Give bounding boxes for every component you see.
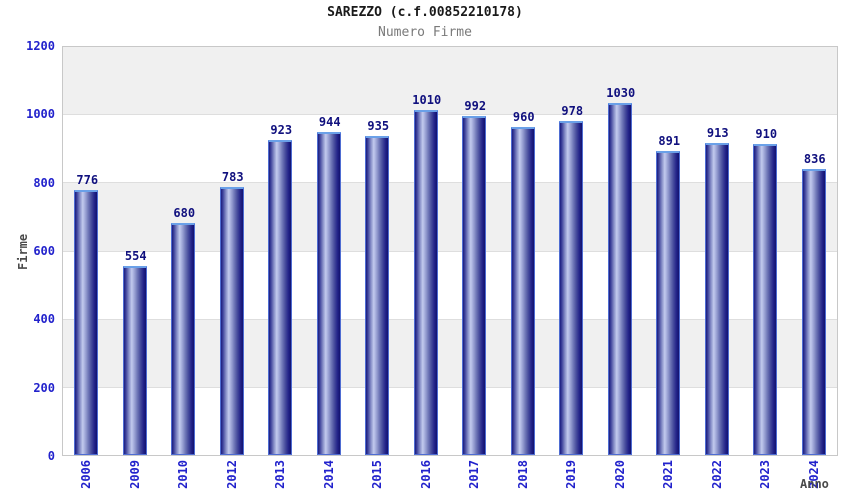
bar-slot: 913 [694,47,743,455]
bar-slot: 1010 [403,47,452,455]
bar-2023 [753,144,778,455]
bar-slot: 910 [742,47,791,455]
bar-value-label: 913 [706,126,729,141]
y-tick-label: 1000 [26,107,55,122]
bar-2010 [171,222,196,455]
bar-value-label: 836 [803,152,826,167]
x-axis-title: Anno [800,477,829,491]
x-tick-label-text: 2019 [564,460,579,489]
y-tick-label: 200 [33,380,55,395]
x-tick-label: 2016 [402,460,451,500]
x-tick-label-text: 2015 [370,460,385,489]
x-tick-label-text: 2014 [321,460,336,489]
bar-2021 [656,150,681,455]
bar-value-label: 680 [173,205,196,220]
y-tick-label: 400 [33,312,55,327]
bar-slot: 935 [354,47,403,455]
bar-2006 [74,189,99,455]
x-tick-label-text: 2021 [661,460,676,489]
bar-2013 [268,139,293,455]
bar-value-label: 923 [270,122,293,137]
bar-2012 [219,187,244,455]
x-tick-label-text: 2020 [612,460,627,489]
x-tick-label-text: 2012 [224,460,239,489]
bar-value-label: 1030 [606,86,636,101]
x-tick-label-text: 2010 [176,460,191,489]
x-tick-label: 2013 [256,460,305,500]
x-tick-label-text: 2017 [467,460,482,489]
bar-2014 [316,132,341,455]
x-tick-label: 2009 [111,460,160,500]
bar-value-label: 891 [658,133,681,148]
chart-subtitle: Numero Firme [378,25,472,40]
x-tick-label: 2012 [208,460,257,500]
x-tick-label: 2019 [547,460,596,500]
bar-2017 [462,116,487,455]
bar-2024 [801,169,826,455]
x-tick-label: 2023 [741,460,790,500]
bars-layer: 776 554 680 783 923 944 935 1010 992 960 978 1030 89… [63,47,837,455]
x-tick-label: 2015 [353,460,402,500]
x-tick-label-text: 2006 [79,460,94,489]
x-tick-label: 2020 [596,460,645,500]
bar-2009 [122,265,147,455]
x-tick-label-text: 2013 [273,460,288,489]
bar-value-label: 992 [464,99,487,114]
bar-value-label: 554 [124,248,147,263]
bar-slot: 978 [548,47,597,455]
plot-area: 776 554 680 783 923 944 935 1010 992 960 978 1030 89… [62,46,838,456]
x-tick-label-text: 2023 [758,460,773,489]
x-tick-label-text: 2016 [418,460,433,489]
x-tick-label: 2017 [450,460,499,500]
bar-value-label: 783 [221,170,244,185]
bar-slot: 776 [63,47,112,455]
x-tick-label: 2022 [693,460,742,500]
bar-slot: 992 [451,47,500,455]
bar-slot: 783 [209,47,258,455]
x-tick-label: 2006 [62,460,111,500]
bar-value-label: 960 [512,110,535,124]
bar-2020 [607,103,632,455]
bar-value-label: 935 [367,118,390,133]
y-tick-label: 0 [47,449,55,463]
bar-slot: 1030 [597,47,646,455]
x-tick-label-text: 2022 [709,460,724,489]
bar-2022 [704,143,729,455]
x-tick-label: 2010 [159,460,208,500]
bar-2015 [365,135,390,455]
bar-value-label: 776 [76,172,99,187]
y-tick-label: 1200 [26,39,55,53]
bar-value-label: 910 [755,127,778,142]
bar-slot: 891 [645,47,694,455]
x-tick-label: 2014 [305,460,354,500]
bar-2018 [510,127,535,455]
bar-slot: 923 [257,47,306,455]
bar-2019 [559,120,584,455]
x-tick-label-text: 2009 [127,460,142,489]
chart-title: SAREZZO (c.f.00852210178) [327,5,523,20]
y-tick-label: 800 [33,175,55,190]
bar-slot: 554 [112,47,161,455]
x-tick-label: 2021 [644,460,693,500]
bar-value-label: 978 [561,103,584,118]
bar-slot: 836 [791,47,840,455]
bar-slot: 960 [500,47,549,455]
x-tick-label: 2018 [499,460,548,500]
x-tick-label-text: 2018 [515,460,530,489]
bar-value-label: 1010 [412,92,442,107]
bar-slot: 944 [306,47,355,455]
bar-slot: 680 [160,47,209,455]
bar-value-label: 944 [318,115,341,130]
bar-2016 [413,109,438,455]
y-tick-label: 600 [33,244,55,258]
grid-band [63,47,837,116]
